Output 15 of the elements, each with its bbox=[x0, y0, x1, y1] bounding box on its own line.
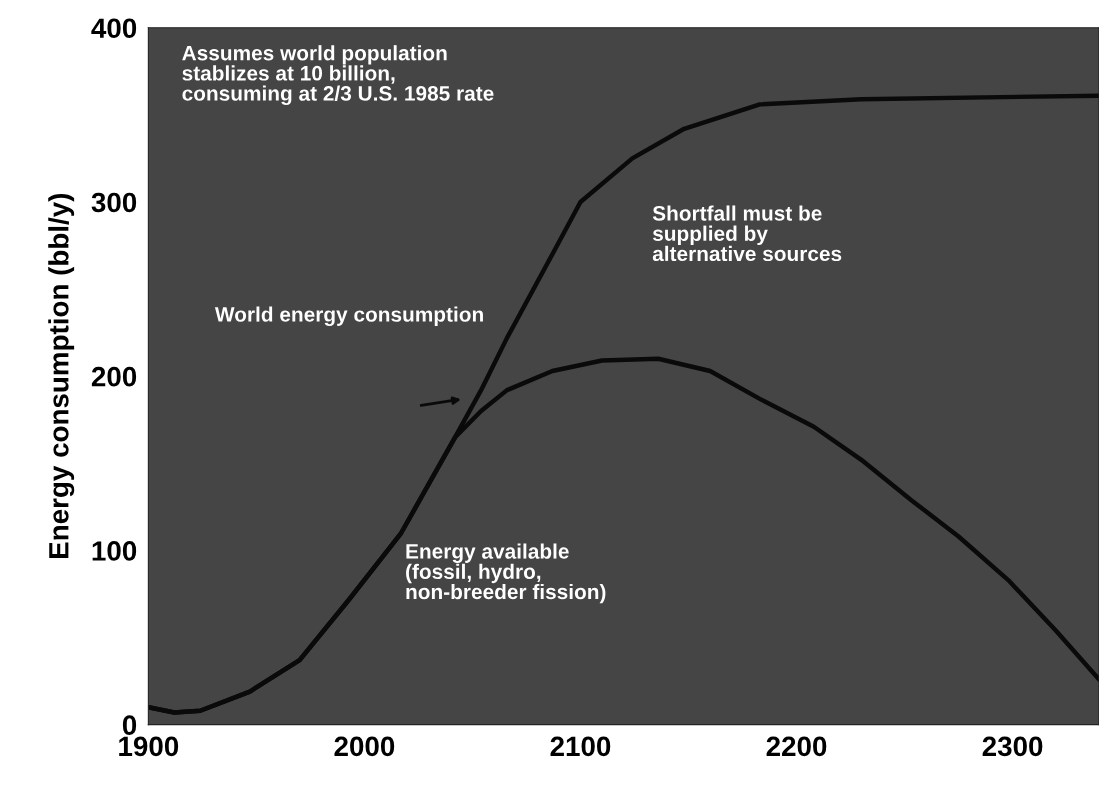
series-label: World energy consumption bbox=[214, 306, 483, 327]
annotation: Assumes world population stablizes at 10 billion, consuming at 2/3 U.S. 1985 rate bbox=[182, 45, 494, 106]
x-tick-label: 1900 bbox=[119, 736, 179, 757]
y-tick-label: 100 bbox=[92, 541, 137, 561]
y-tick-label: 0 bbox=[122, 715, 137, 736]
series-label: Energy available (fossil, hydro, non-breeder fission) bbox=[406, 543, 606, 604]
x-tick-label: 2200 bbox=[766, 736, 827, 757]
y-tick-label: 200 bbox=[91, 366, 137, 387]
y-axis-title: Energy consumption (bbl/y) bbox=[48, 193, 75, 558]
x-tick-label: 2000 bbox=[334, 736, 395, 757]
y-tick-label: 300 bbox=[91, 192, 137, 213]
annotation: Shortfall must be supplied by alternative sources bbox=[652, 205, 842, 262]
y-tick-label: 400 bbox=[91, 18, 137, 39]
x-tick-label: 2100 bbox=[550, 736, 611, 757]
x-tick-label: 2300 bbox=[982, 736, 1043, 757]
